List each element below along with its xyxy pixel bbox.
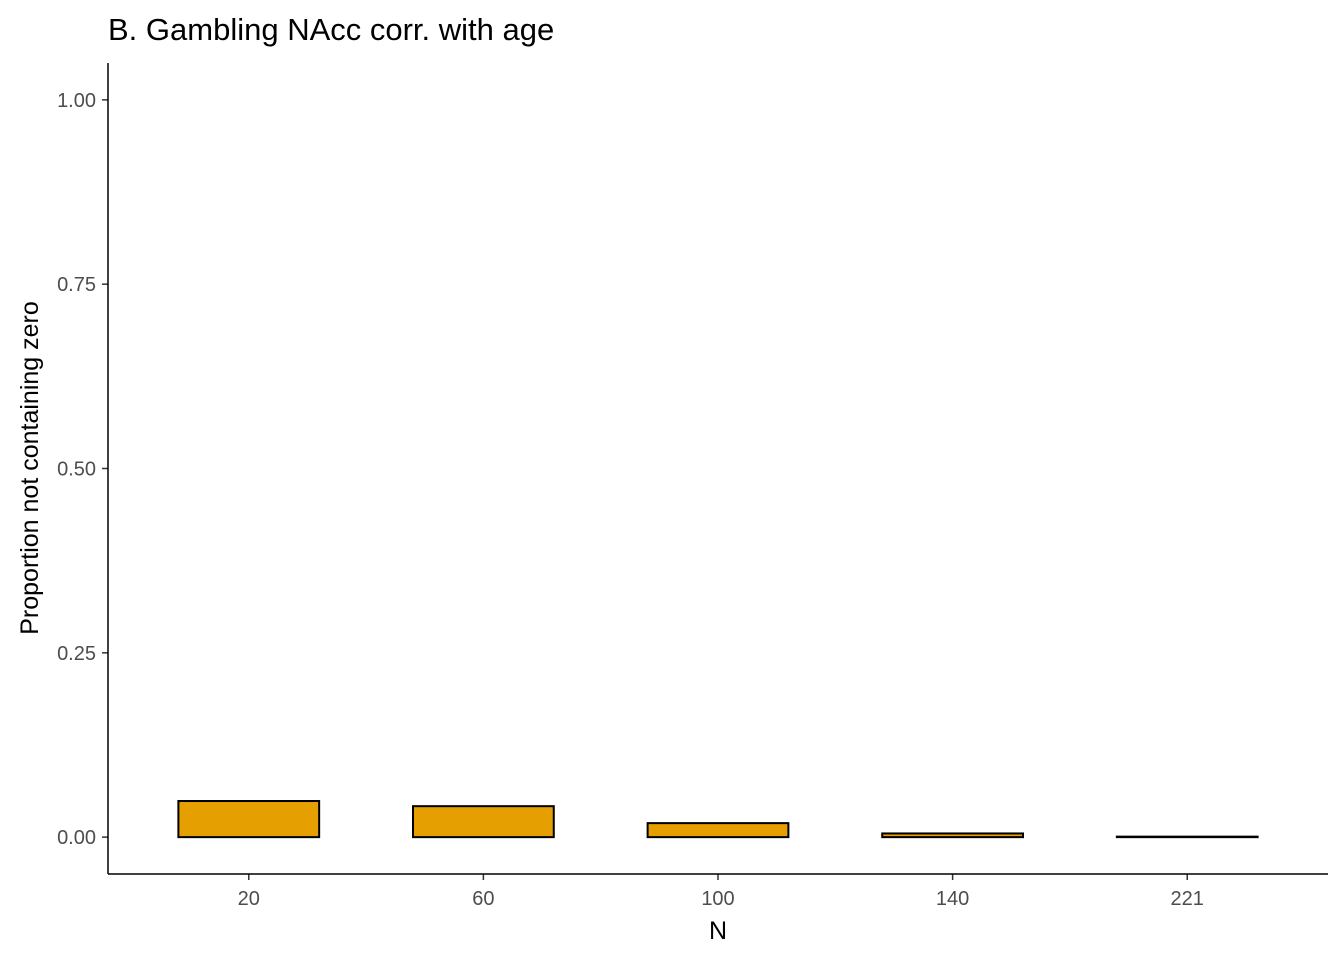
y-tick-label: 1.00 [57, 90, 96, 112]
x-axis-ticks: 20 60 100 140 221 [238, 874, 1204, 910]
bar [177, 800, 321, 839]
bar [412, 805, 555, 839]
chart-title: B. Gambling NAcc corr. with age [108, 12, 554, 47]
bar [881, 832, 1024, 839]
y-tick-label: 0.25 [57, 643, 96, 665]
bar [646, 822, 790, 839]
bars [177, 800, 1259, 839]
x-tick-label: 60 [472, 888, 494, 910]
bar [1115, 835, 1259, 839]
x-tick-label: 100 [701, 888, 734, 910]
x-axis-title: N [709, 917, 727, 945]
y-axis-title: Proportion not containing zero [16, 301, 44, 635]
x-tick-label: 221 [1171, 888, 1204, 910]
x-tick-label: 140 [936, 888, 969, 910]
y-tick-label: 0.75 [57, 274, 96, 296]
y-tick-label: 0.50 [57, 459, 96, 481]
y-tick-label: 0.00 [57, 827, 96, 849]
y-axis-ticks: 0.00 0.25 0.50 0.75 1.00 [57, 90, 108, 849]
x-tick-label: 20 [238, 888, 260, 910]
